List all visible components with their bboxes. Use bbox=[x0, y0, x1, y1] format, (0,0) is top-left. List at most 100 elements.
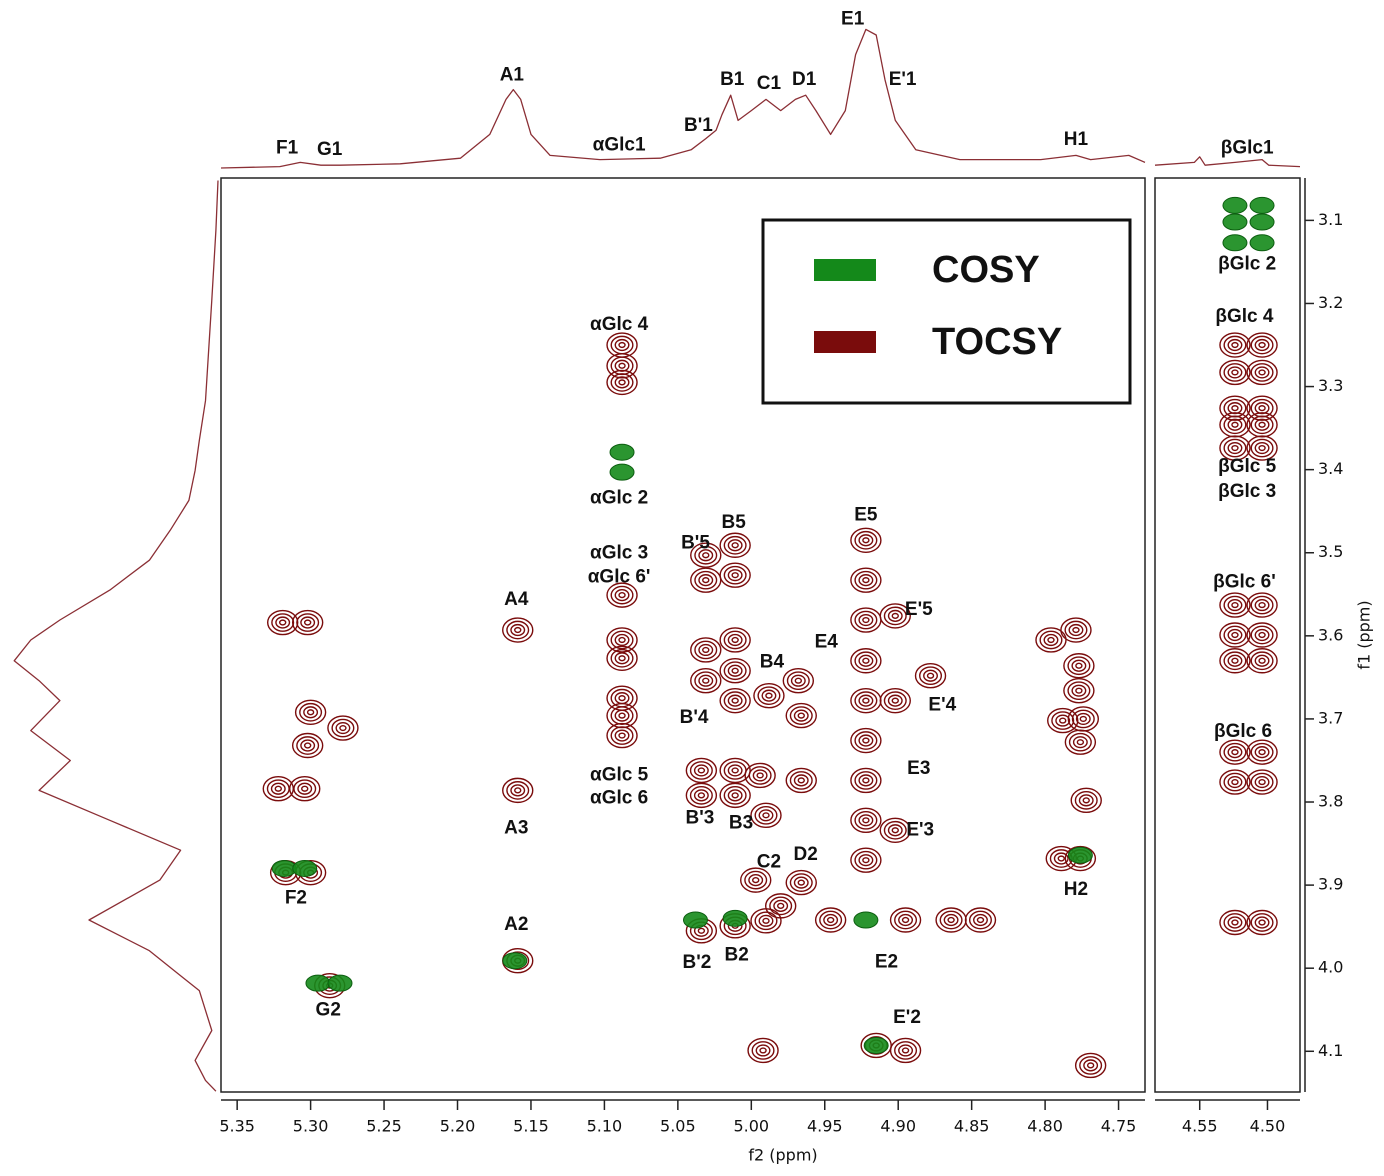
tocsy-contour bbox=[1223, 415, 1247, 435]
tocsy-contour bbox=[862, 616, 870, 624]
tocsy-contour bbox=[727, 539, 743, 552]
tocsy-contour bbox=[1254, 916, 1270, 929]
tocsy-contour bbox=[685, 757, 718, 784]
tocsy-contour bbox=[303, 706, 319, 719]
tocsy-contour bbox=[270, 782, 286, 795]
tocsy-contour bbox=[719, 562, 751, 588]
y-tick-label: 3.5 bbox=[1318, 542, 1343, 561]
tocsy-contour bbox=[1227, 402, 1243, 415]
tocsy-contour bbox=[719, 757, 751, 784]
tocsy-contour bbox=[1231, 405, 1239, 412]
tocsy-contour bbox=[862, 857, 870, 864]
tocsy-contour bbox=[1254, 775, 1270, 789]
tocsy-contour bbox=[618, 655, 626, 662]
tocsy-contour bbox=[819, 910, 843, 930]
tocsy-contour bbox=[731, 542, 739, 549]
tocsy-contour bbox=[614, 376, 630, 389]
tocsy-contour bbox=[719, 782, 751, 809]
tocsy-contour bbox=[1071, 684, 1087, 697]
tocsy-contour bbox=[858, 613, 874, 627]
tocsy-contour bbox=[858, 574, 874, 587]
peak-label: H2 bbox=[1064, 879, 1088, 900]
y-tick-label: 3.3 bbox=[1318, 376, 1343, 395]
tocsy-contour bbox=[610, 726, 634, 745]
tocsy-contour bbox=[1254, 402, 1270, 415]
tocsy-contour bbox=[1075, 712, 1091, 726]
cosy-peak bbox=[327, 974, 353, 992]
tocsy-contour bbox=[297, 782, 313, 795]
tocsy-contour bbox=[814, 907, 847, 933]
tocsy-contour bbox=[606, 627, 638, 653]
tocsy-contour bbox=[769, 896, 793, 916]
tocsy-contour bbox=[1047, 707, 1079, 734]
tocsy-contour bbox=[694, 570, 718, 590]
tocsy-contour bbox=[785, 869, 817, 896]
x-tick-label: 5.05 bbox=[660, 1117, 696, 1136]
tocsy-contour bbox=[919, 666, 943, 686]
peak-label: αGlc 3 bbox=[590, 543, 648, 564]
tocsy-contour bbox=[850, 648, 882, 674]
tocsy-contour bbox=[773, 899, 789, 912]
tocsy-contour bbox=[862, 577, 870, 584]
tocsy-contour bbox=[826, 916, 835, 924]
y-tick-label: 3.4 bbox=[1318, 459, 1343, 478]
peak-label: αGlc 6' bbox=[588, 567, 651, 588]
tocsy-contour bbox=[300, 616, 316, 629]
tocsy-contour bbox=[1053, 852, 1069, 865]
tocsy-contour bbox=[606, 353, 638, 379]
tocsy-contour bbox=[1258, 405, 1266, 412]
tocsy-contour bbox=[296, 613, 320, 632]
tocsy-contour bbox=[335, 721, 351, 735]
tocsy-contour bbox=[723, 535, 747, 555]
tocsy-contour bbox=[748, 874, 764, 887]
legend-swatch bbox=[814, 331, 876, 353]
tocsy-contour bbox=[719, 687, 751, 714]
peak-label: B1 bbox=[720, 69, 745, 90]
tocsy-contour bbox=[751, 1041, 775, 1060]
tocsy-contour bbox=[1254, 628, 1270, 642]
tocsy-contour bbox=[606, 645, 638, 671]
tocsy-contour bbox=[1258, 341, 1266, 349]
tocsy-contour bbox=[702, 552, 710, 559]
tocsy-contour bbox=[862, 737, 870, 744]
tocsy-contour bbox=[883, 606, 907, 626]
tocsy-contour bbox=[1219, 592, 1251, 618]
tocsy-contour bbox=[1086, 1062, 1095, 1069]
tocsy-contour bbox=[1043, 633, 1059, 647]
tocsy-contour bbox=[1231, 778, 1239, 786]
tocsy-contour bbox=[614, 692, 630, 705]
tocsy-contour bbox=[1227, 441, 1243, 455]
tocsy-contour bbox=[789, 873, 813, 892]
tocsy-contour bbox=[1250, 595, 1274, 615]
tocsy-contour bbox=[291, 732, 324, 759]
tocsy-contour bbox=[275, 616, 291, 629]
tocsy-contour bbox=[862, 697, 870, 704]
tocsy-contour bbox=[1258, 919, 1266, 926]
tocsy-contour bbox=[1059, 717, 1067, 724]
tocsy-contour bbox=[862, 657, 870, 664]
tocsy-contour bbox=[723, 661, 747, 681]
tocsy-contour bbox=[1064, 620, 1088, 640]
tocsy-contour bbox=[610, 585, 634, 605]
tocsy-contour bbox=[1258, 778, 1266, 786]
tocsy-contour bbox=[1078, 794, 1094, 807]
tocsy-contour bbox=[862, 777, 870, 784]
tocsy-contour bbox=[850, 807, 882, 833]
tocsy-contour bbox=[1219, 909, 1251, 936]
peak-label: βGlc 6' bbox=[1213, 572, 1276, 593]
tocsy-contour bbox=[702, 677, 710, 684]
peak-label: B'1 bbox=[684, 115, 713, 136]
y-tick-label: 3.9 bbox=[1318, 875, 1343, 894]
tocsy-contour bbox=[854, 530, 878, 550]
tocsy-contour bbox=[740, 867, 772, 893]
tocsy-contour bbox=[1258, 657, 1266, 664]
tocsy-contour bbox=[723, 691, 747, 710]
peak-label: E'1 bbox=[889, 69, 917, 90]
tocsy-contour bbox=[300, 739, 316, 752]
tocsy-contour bbox=[618, 732, 626, 739]
tocsy-contour bbox=[296, 736, 320, 755]
peak-label: E2 bbox=[875, 951, 898, 972]
tocsy-contour bbox=[889, 907, 922, 933]
tocsy-contour bbox=[1258, 601, 1266, 609]
tocsy-contour bbox=[618, 636, 626, 644]
